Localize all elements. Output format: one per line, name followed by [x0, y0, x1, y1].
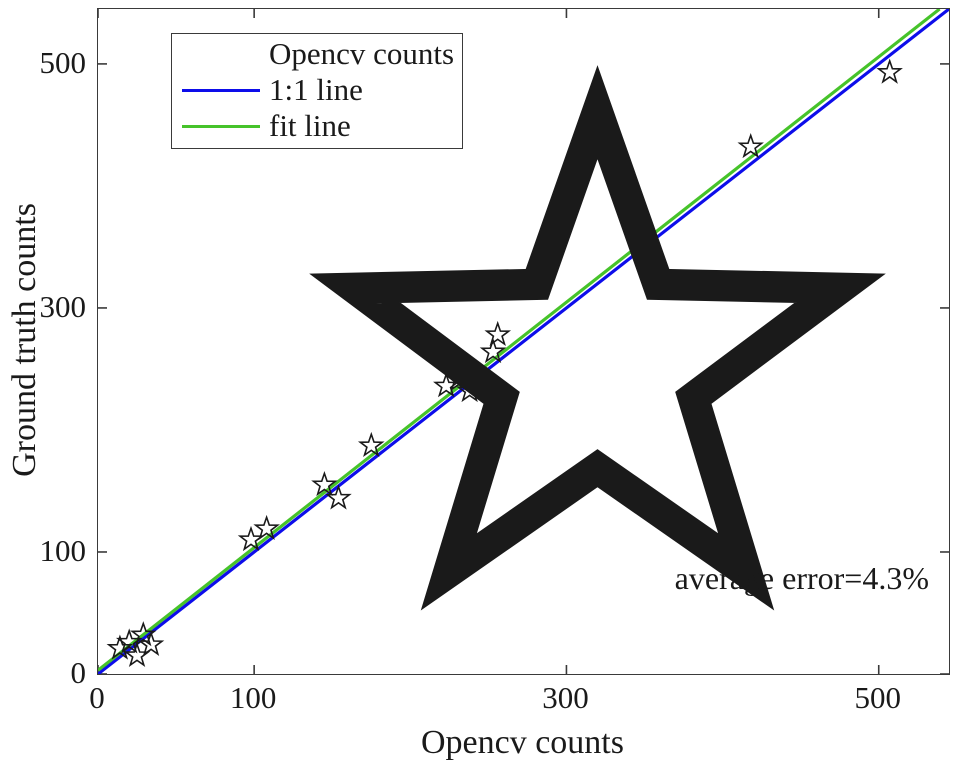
y-tick-label: 300 — [39, 288, 87, 324]
legend-line-fit — [182, 124, 260, 128]
x-tick-label: 100 — [229, 680, 277, 715]
line-swatch-icon — [182, 124, 260, 128]
line-swatch-icon — [182, 88, 260, 92]
plot-canvas — [98, 9, 949, 674]
legend-entry-1-1-line: 1:1 line — [172, 72, 462, 108]
legend-entry-opencv-counts: Opencv counts — [172, 36, 886, 611]
legend-line-1-1 — [182, 88, 260, 92]
legend-label: fit line — [269, 108, 351, 143]
legend: Opencv counts 1:1 line fit line — [171, 33, 886, 611]
annotation-average-error: average error=4.3% — [674, 560, 929, 596]
legend-star-svg — [309, 65, 886, 611]
legend-entry-fit-line: fit line — [172, 108, 462, 144]
x-tick-label: 300 — [542, 680, 589, 715]
y-tick-label: 0 — [70, 655, 87, 690]
x-tick-label: 0 — [89, 680, 105, 715]
y-axis-label: Ground truth counts — [6, 203, 43, 477]
x-axis-label: Opencv counts — [420, 724, 624, 761]
y-tick-label: 500 — [39, 44, 87, 80]
plot-area: Opencv counts 1:1 line fit line average … — [97, 8, 950, 675]
y-tick-label: 100 — [39, 532, 87, 568]
legend-label: 1:1 line — [269, 72, 363, 107]
x-tick-label: 500 — [854, 680, 901, 715]
legend-label: Opencv counts — [269, 36, 455, 71]
